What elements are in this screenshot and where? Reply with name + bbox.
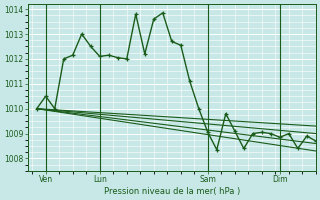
- X-axis label: Pression niveau de la mer( hPa ): Pression niveau de la mer( hPa ): [104, 187, 240, 196]
